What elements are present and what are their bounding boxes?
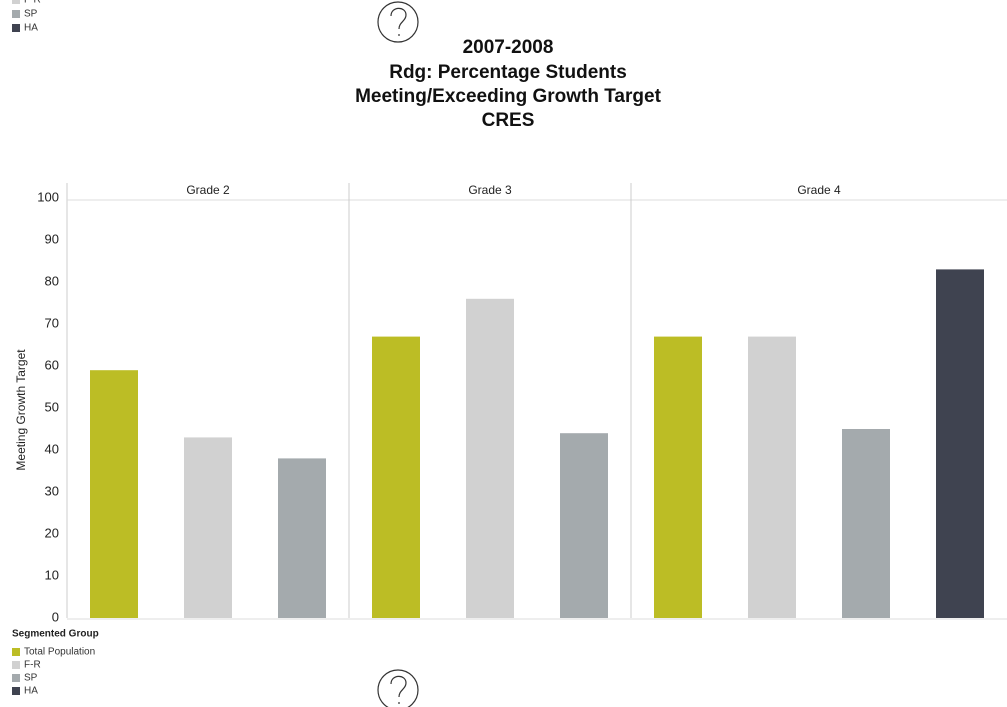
facet-label: Grade 2 xyxy=(186,183,230,197)
legend-label: SP xyxy=(24,9,38,20)
bar xyxy=(842,429,890,618)
bar xyxy=(748,336,796,618)
y-tick-label: 30 xyxy=(45,483,59,498)
legend-swatch xyxy=(12,687,20,695)
bar xyxy=(936,269,984,618)
y-tick-label: 20 xyxy=(45,525,59,540)
legend-swatch xyxy=(12,24,20,32)
y-tick-label: 40 xyxy=(45,441,59,456)
facet-label: Grade 3 xyxy=(468,183,512,197)
legend-label: HA xyxy=(24,686,38,697)
legend-label: Total Population xyxy=(24,647,95,658)
y-tick-label: 10 xyxy=(45,567,59,582)
y-tick-label: 60 xyxy=(45,357,59,372)
y-tick-label: 0 xyxy=(52,609,59,624)
y-tick-label: 50 xyxy=(45,399,59,414)
y-tick-label: 90 xyxy=(45,231,59,246)
bar xyxy=(90,370,138,618)
y-tick-label: 80 xyxy=(45,273,59,288)
bar xyxy=(184,437,232,618)
bar xyxy=(466,298,514,618)
bar xyxy=(278,458,326,618)
legend-title: Segmented Group xyxy=(12,629,99,640)
legend-swatch xyxy=(12,661,20,669)
bar xyxy=(372,336,420,618)
chart-title: 2007-2008 xyxy=(463,37,554,58)
legend-label: F-R xyxy=(24,660,41,671)
chart-title: Meeting/Exceeding Growth Target xyxy=(355,86,661,107)
legend-swatch xyxy=(12,10,20,18)
help-icon[interactable] xyxy=(377,1,419,43)
legend-swatch xyxy=(12,0,20,4)
help-icon[interactable] xyxy=(377,669,419,707)
y-tick-label: 100 xyxy=(37,189,59,204)
chart-title: CRES xyxy=(482,110,535,131)
y-axis-label: Meeting Growth Target xyxy=(14,349,28,471)
bar xyxy=(560,433,608,618)
legend-swatch xyxy=(12,674,20,682)
legend-label: SP xyxy=(24,673,38,684)
facet-label: Grade 4 xyxy=(797,183,841,197)
y-tick-label: 70 xyxy=(45,315,59,330)
bar xyxy=(654,336,702,618)
legend-label: F-R xyxy=(24,0,41,6)
chart-title: Rdg: Percentage Students xyxy=(389,62,627,83)
legend-swatch xyxy=(12,648,20,656)
legend-label: HA xyxy=(24,23,38,34)
